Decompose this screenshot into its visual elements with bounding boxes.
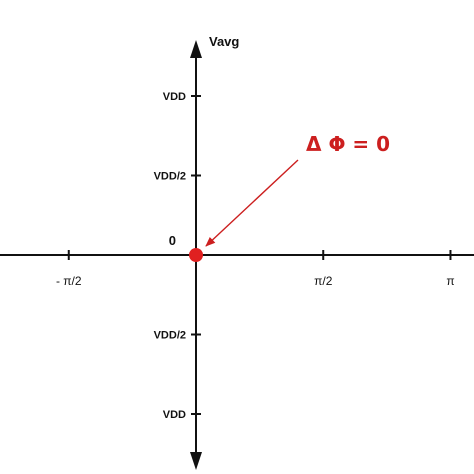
y-axis-down-arrow [190, 452, 202, 470]
y-tick-label: VDD [163, 409, 186, 421]
x-tick-label: π/2 [314, 274, 333, 288]
y-tick-label: VDD/2 [154, 171, 186, 183]
annotation-delta-phi: Δ Φ = 0 [306, 132, 390, 156]
y-ticks: VDD VDD/2 0 VDD/2 VDD [154, 91, 201, 421]
x-tick-label: - π/2 [56, 274, 82, 288]
annotation-arrow [205, 159, 299, 247]
y-tick-label: VDD [163, 91, 186, 103]
data-point [189, 248, 203, 262]
data-points [189, 248, 203, 262]
x-tick-label: π [446, 274, 454, 288]
y-tick-label: 0 [169, 233, 176, 248]
y-axis-up-arrow [190, 40, 202, 58]
y-axis-title: Vavg [209, 34, 239, 49]
y-tick-label: VDD/2 [154, 330, 186, 342]
x-ticks: -3π/2- π- π/2π/2π3π/22π [56, 250, 455, 288]
